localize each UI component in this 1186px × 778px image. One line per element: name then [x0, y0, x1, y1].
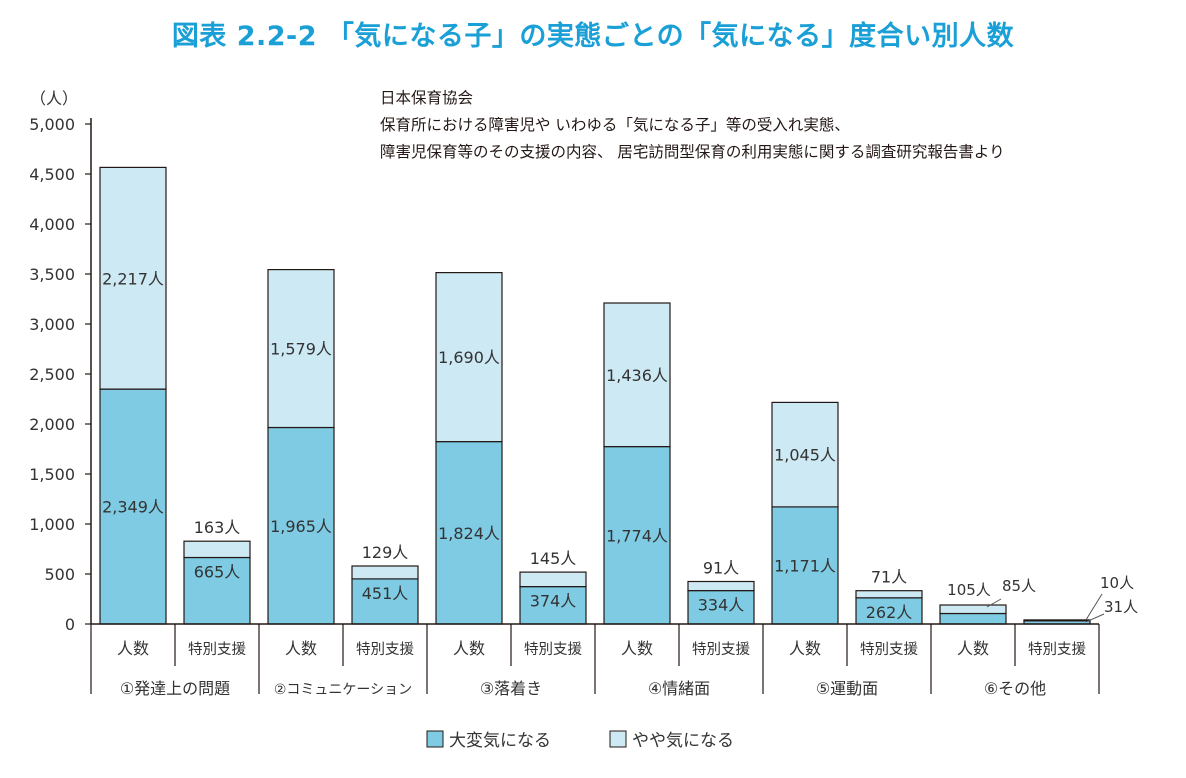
x-tick-label: 人数	[957, 639, 989, 658]
x-group-label: ①発達上の問題	[120, 679, 230, 698]
bar-segment-light	[267, 269, 335, 429]
y-tick-label: 2,500	[29, 365, 75, 384]
x-tick-label: 人数	[621, 639, 653, 658]
bar-segment-light	[519, 571, 587, 588]
data-label-light: 91人	[703, 559, 739, 578]
bar-segment-light	[99, 166, 167, 390]
source-line-2: 保育所における障害児や いわゆる「気になる子」等の受入れ実態、	[380, 116, 850, 134]
data-label-light: 71人	[871, 568, 907, 587]
data-label-light: 145人	[530, 549, 577, 568]
x-tick-label: 人数	[117, 639, 149, 658]
bar-segment-dark	[99, 388, 167, 625]
bar-segment-light	[351, 565, 419, 580]
y-tick-label: 4,500	[29, 165, 75, 184]
data-label-light: 85人	[1002, 577, 1036, 595]
x-tick-label: 人数	[285, 639, 317, 658]
leader-line	[1085, 613, 1105, 623]
legend-swatch-dark	[426, 730, 444, 748]
x-tick-label: 人数	[789, 639, 821, 658]
bar-segment-dark	[183, 556, 251, 625]
y-tick-label: 500	[44, 565, 75, 584]
data-label-light: 2,217人	[102, 269, 164, 288]
data-label-dark: 334人	[698, 596, 745, 615]
x-group-label: ②コミュニケーション	[274, 682, 412, 698]
y-tick-label: 0	[65, 615, 75, 634]
x-tick-label: 特別支援	[860, 641, 918, 658]
y-tick-label: 1,000	[29, 515, 75, 534]
x-tick-label: 特別支援	[356, 641, 414, 658]
data-label-light: 163人	[194, 518, 241, 537]
bar-segment-dark	[603, 446, 671, 625]
data-label-dark: 31人	[1104, 598, 1138, 616]
data-label-dark: 105人	[947, 581, 991, 599]
legend-label-light: やや気になる	[632, 731, 734, 751]
x-group-label: ⑤運動面	[816, 679, 878, 698]
x-group-label: ⑥その他	[984, 679, 1046, 698]
data-label-light: 129人	[362, 543, 409, 562]
bar-segment-dark	[771, 506, 839, 625]
x-tick-label: 特別支援	[188, 641, 246, 658]
bar-segment-dark	[855, 597, 923, 625]
legend-label-dark: 大変気になる	[449, 731, 551, 751]
data-label-dark: 2,349人	[102, 498, 164, 517]
bar-segment-light	[435, 272, 503, 443]
source-line-3: 障害児保育等のその支援の内容、 居宅訪問型保育の利用実態に関する調査研究報告書よ…	[380, 143, 1005, 161]
y-axis-unit-label: （人）	[30, 89, 78, 108]
x-tick-label: 特別支援	[524, 641, 582, 658]
x-tick-label: 人数	[453, 639, 485, 658]
bar-segment-dark	[687, 589, 755, 625]
data-label-light: 10人	[1100, 574, 1134, 592]
chart-title: 図表 2.2-2 「気になる子」の実態ごとの「気になる」度合い別人数	[171, 21, 1015, 52]
y-tick-label: 2,000	[29, 415, 75, 434]
bar-segment-light	[1023, 619, 1091, 622]
x-tick-label: 特別支援	[1028, 641, 1086, 658]
y-tick-label: 3,500	[29, 265, 75, 284]
bar-segment-light	[183, 540, 251, 559]
data-label-dark: 1,965人	[270, 517, 332, 536]
y-tick-label: 1,500	[29, 465, 75, 484]
data-label-dark: 374人	[530, 592, 577, 611]
data-label-light: 1,579人	[270, 340, 332, 359]
bar-segment-light	[771, 401, 839, 508]
data-label-dark: 1,824人	[438, 524, 500, 543]
legend-swatch-light	[609, 730, 627, 748]
data-label-light: 1,045人	[774, 446, 836, 465]
bar-segment-light	[855, 590, 923, 599]
data-label-dark: 665人	[194, 563, 241, 582]
data-label-dark: 1,774人	[606, 526, 668, 545]
bar-segment-dark	[939, 612, 1007, 625]
bar-segment-light	[603, 302, 671, 448]
x-tick-label: 特別支援	[692, 641, 750, 658]
leader-line	[986, 598, 1002, 608]
bar-segment-dark	[519, 585, 587, 625]
y-tick-label: 3,000	[29, 315, 75, 334]
bar-segment-dark	[267, 426, 335, 625]
y-tick-label: 5,000	[29, 115, 75, 134]
data-label-dark: 262人	[866, 603, 913, 622]
data-label-dark: 1,171人	[774, 556, 836, 575]
source-line-1: 日本保育協会	[380, 89, 474, 107]
bar-segment-light	[939, 604, 1007, 615]
data-label-light: 1,436人	[606, 366, 668, 385]
y-tick-label: 4,000	[29, 215, 75, 234]
data-label-dark: 451人	[362, 584, 409, 603]
bar-segment-light	[687, 580, 755, 592]
x-group-label: ④情緒面	[648, 679, 710, 698]
data-label-light: 1,690人	[438, 348, 500, 367]
bar-segment-dark	[435, 441, 503, 625]
x-group-label: ③落着き	[480, 679, 542, 698]
leader-line	[1085, 593, 1103, 621]
